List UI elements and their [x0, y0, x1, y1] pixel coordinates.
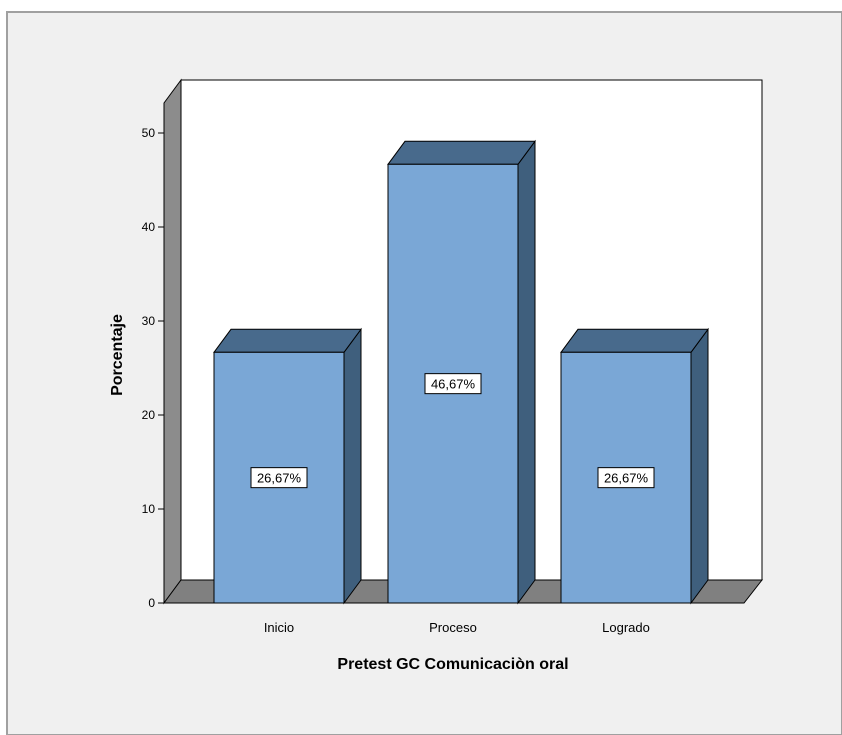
bar-inicio: 26,67% — [213, 327, 362, 605]
y-axis-title: Porcentaje — [109, 314, 126, 396]
x-axis-title: Pretest GC Comunicaciòn oral — [337, 656, 568, 673]
bar-top — [213, 328, 362, 353]
y-tick-label: 50 — [142, 126, 156, 140]
bar-side — [343, 327, 362, 605]
bar-top — [560, 328, 709, 353]
x-tick-label: Proceso — [429, 620, 477, 635]
y-tick-label: 10 — [142, 502, 156, 516]
bars: 26,67% 46,67% 26,67% — [213, 139, 709, 605]
y-tick-label: 0 — [148, 596, 155, 610]
y-tick-label: 40 — [142, 220, 156, 234]
bar-logrado: 26,67% — [560, 327, 709, 605]
x-tick-label: Logrado — [602, 620, 650, 635]
x-axis: Inicio Proceso Logrado — [264, 620, 650, 635]
bar-top — [387, 140, 536, 165]
data-label-box — [250, 467, 308, 489]
bar-proceso: 46,67% — [387, 139, 536, 605]
data-label: 26,67% — [257, 471, 302, 486]
bar-side — [690, 327, 709, 605]
y-tick-label: 30 — [142, 314, 156, 328]
data-label: 46,67% — [431, 377, 476, 392]
data-label-box — [597, 467, 655, 489]
bar-side — [517, 139, 536, 605]
y-tick-label: 20 — [142, 408, 156, 422]
y-axis: 0 10 20 30 40 50 — [142, 103, 165, 610]
data-label-box — [424, 373, 482, 395]
data-label: 26,67% — [604, 471, 649, 486]
x-tick-label: Inicio — [264, 620, 294, 635]
side-wall — [163, 78, 182, 605]
